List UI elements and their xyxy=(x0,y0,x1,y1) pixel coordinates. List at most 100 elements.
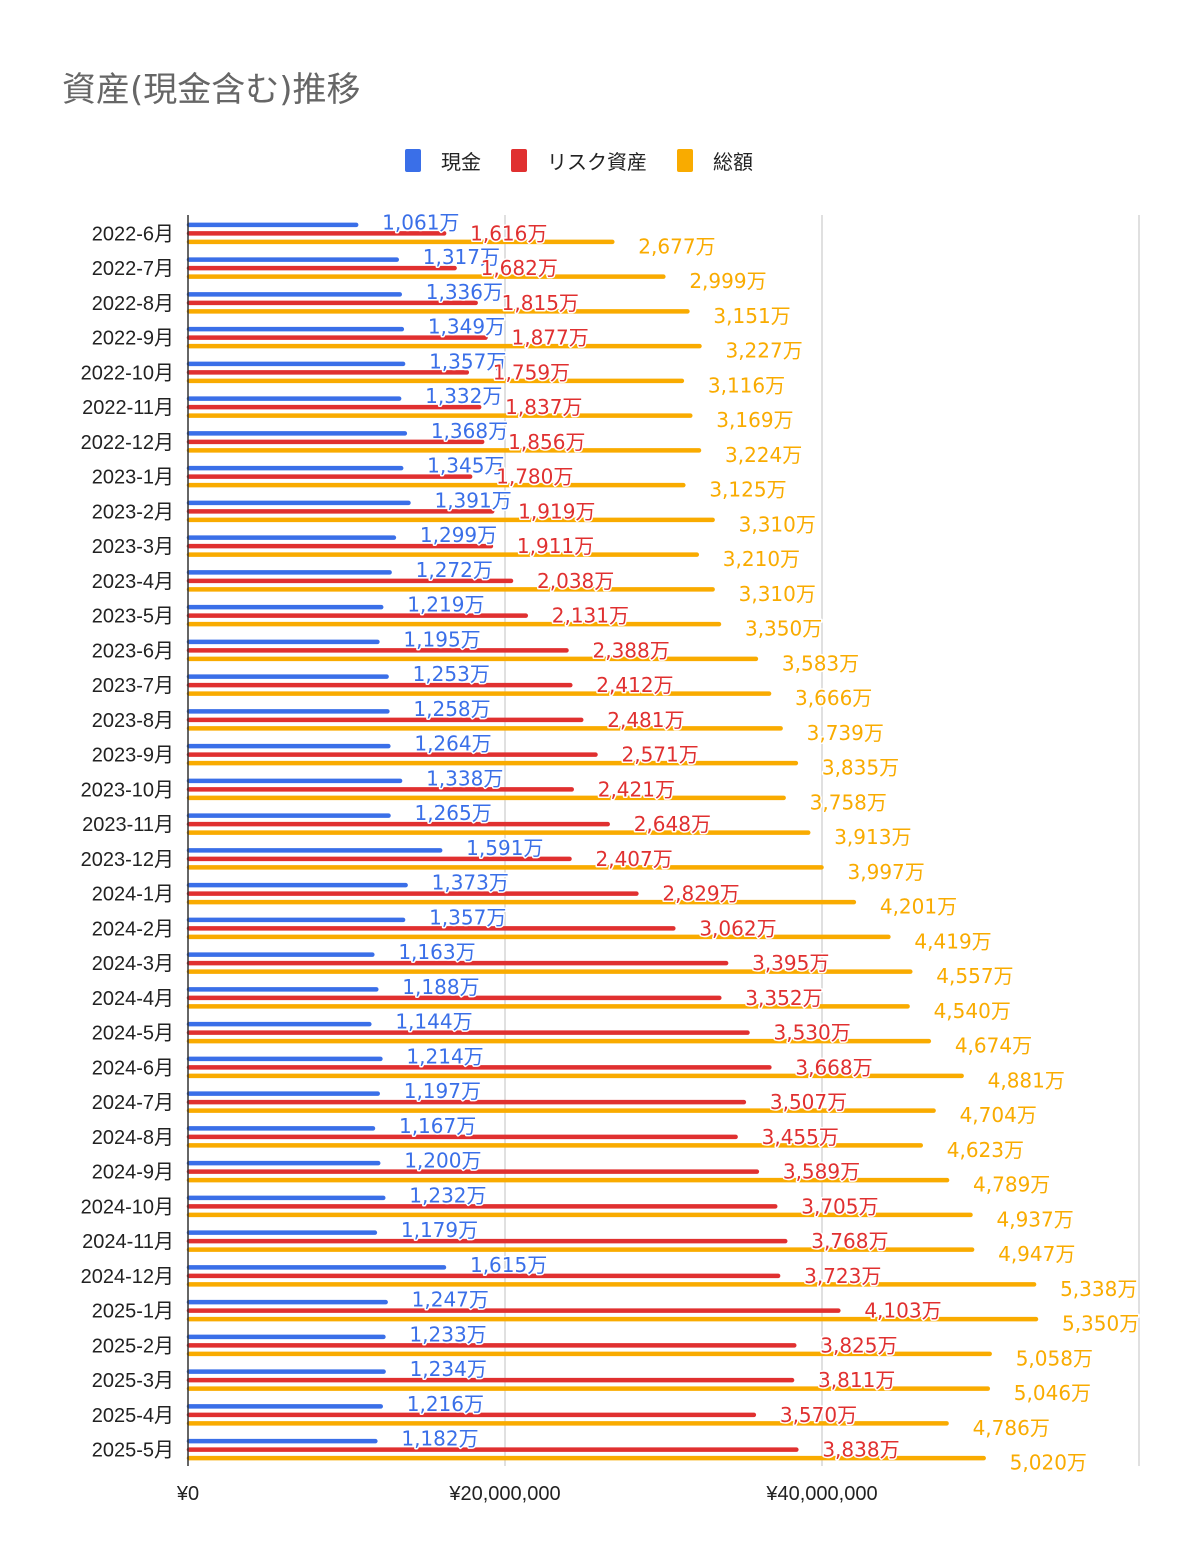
data-label-cash: 1,253万 xyxy=(413,662,490,686)
data-label-total: 2,677万 xyxy=(638,234,715,258)
data-label-risk-assets: 1,815万 xyxy=(502,291,579,315)
y-tick-label: 2024-9月 xyxy=(92,1162,174,1184)
data-label-cash: 1,234万 xyxy=(410,1357,487,1381)
data-label-cash: 1,615万 xyxy=(470,1253,547,1277)
data-label-risk-assets: 3,395万 xyxy=(752,951,829,975)
data-label-total: 3,116万 xyxy=(708,373,785,397)
y-tick-label: 2023-10月 xyxy=(81,779,174,801)
legend-swatch-risk-assets xyxy=(511,149,527,172)
data-label-total: 4,881万 xyxy=(988,1068,1065,1092)
data-label-total: 4,201万 xyxy=(880,895,957,919)
legend-label-risk-assets: リスク資産 xyxy=(547,150,647,174)
data-label-cash: 1,200万 xyxy=(404,1149,481,1173)
data-label-total: 3,210万 xyxy=(723,547,800,571)
data-label-risk-assets: 3,589万 xyxy=(783,1160,860,1184)
y-tick-label: 2024-2月 xyxy=(92,918,174,940)
data-label-risk-assets: 2,131万 xyxy=(552,604,629,628)
y-tick-label: 2024-3月 xyxy=(92,953,174,975)
data-label-total: 4,623万 xyxy=(947,1138,1024,1162)
y-tick-label: 2022-8月 xyxy=(92,293,174,315)
data-label-total: 5,338万 xyxy=(1060,1277,1137,1301)
data-label-cash: 1,144万 xyxy=(395,1010,472,1034)
y-tick-label: 2023-2月 xyxy=(92,501,174,523)
x-tick-label-0: ¥0 xyxy=(176,1483,199,1505)
data-label-cash: 1,338万 xyxy=(426,766,503,790)
y-tick-label: 2022-7月 xyxy=(92,258,174,280)
data-label-cash: 1,332万 xyxy=(425,384,502,408)
data-label-risk-assets: 3,530万 xyxy=(774,1021,851,1045)
legend-label-total: 総額 xyxy=(713,150,753,174)
data-label-risk-assets: 4,103万 xyxy=(864,1299,941,1323)
legend-item-risk-assets[interactable]: リスク資産 xyxy=(511,146,647,175)
data-label-cash: 1,591万 xyxy=(466,836,543,860)
y-tick-label: 2023-8月 xyxy=(92,710,174,732)
legend: 現金 リスク資産 総額 xyxy=(405,146,783,175)
data-label-risk-assets: 2,421万 xyxy=(598,777,675,801)
y-tick-label: 2023-1月 xyxy=(92,467,174,489)
data-label-risk-assets: 3,352万 xyxy=(745,986,822,1010)
data-label-total: 5,350万 xyxy=(1062,1312,1139,1336)
chart-title: 資産(現金含む)推移 xyxy=(62,70,361,110)
data-label-cash: 1,391万 xyxy=(434,488,511,512)
data-label-risk-assets: 2,407万 xyxy=(596,847,673,871)
legend-swatch-cash xyxy=(405,149,421,172)
data-label-cash: 1,336万 xyxy=(426,280,503,304)
data-label-risk-assets: 1,877万 xyxy=(512,326,589,350)
data-label-risk-assets: 2,481万 xyxy=(607,708,684,732)
data-label-total: 4,419万 xyxy=(914,929,991,953)
data-label-risk-assets: 3,570万 xyxy=(780,1403,857,1427)
y-tick-label: 2023-4月 xyxy=(92,571,174,593)
data-label-risk-assets: 3,723万 xyxy=(804,1264,881,1288)
data-label-cash: 1,233万 xyxy=(409,1322,486,1346)
y-axis-tick-labels: 2022-6月 2022-7月 2022-8月 2022-9月 2022-10月 2022… xyxy=(81,223,174,1461)
y-tick-label: 2022-10月 xyxy=(81,362,174,384)
x-tick-label-1: ¥20,000,000 xyxy=(448,1483,560,1505)
data-label-cash: 1,232万 xyxy=(409,1183,486,1207)
data-label-total: 3,125万 xyxy=(709,478,786,502)
legend-item-cash[interactable]: 現金 xyxy=(405,146,481,175)
data-label-total: 3,169万 xyxy=(716,408,793,432)
data-label-cash: 1,163万 xyxy=(398,940,475,964)
data-label-total: 3,227万 xyxy=(725,339,802,363)
data-label-risk-assets: 3,768万 xyxy=(811,1229,888,1253)
data-label-total: 4,786万 xyxy=(973,1416,1050,1440)
data-label-total: 3,739万 xyxy=(807,721,884,745)
data-label-cash: 1,373万 xyxy=(432,871,509,895)
y-tick-label: 2024-10月 xyxy=(81,1196,174,1218)
data-label-total: 3,997万 xyxy=(848,860,925,884)
data-label-cash: 1,219万 xyxy=(407,593,484,617)
y-tick-label: 2024-7月 xyxy=(92,1092,174,1114)
data-label-total: 4,947万 xyxy=(998,1242,1075,1266)
y-tick-label: 2025-5月 xyxy=(92,1440,174,1462)
data-label-total: 3,350万 xyxy=(745,617,822,641)
y-tick-label: 2022-11月 xyxy=(82,397,174,419)
legend-item-total[interactable]: 総額 xyxy=(677,146,753,175)
data-label-cash: 1,345万 xyxy=(427,454,504,478)
data-label-cash: 1,258万 xyxy=(413,697,490,721)
y-tick-label: 2022-12月 xyxy=(81,432,174,454)
data-label-cash: 1,179万 xyxy=(401,1218,478,1242)
data-label-risk-assets: 3,811万 xyxy=(818,1368,895,1392)
y-tick-label: 2024-5月 xyxy=(92,1023,174,1045)
x-tick-label-2: ¥40,000,000 xyxy=(765,1483,877,1505)
data-label-total: 4,937万 xyxy=(997,1207,1074,1231)
y-tick-label: 2023-11月 xyxy=(82,814,174,836)
data-label-risk-assets: 3,705万 xyxy=(801,1194,878,1218)
data-label-cash: 1,195万 xyxy=(403,627,480,651)
y-tick-label: 2022-6月 xyxy=(92,223,174,245)
data-label-total: 3,758万 xyxy=(810,790,887,814)
data-label-cash: 1,247万 xyxy=(412,1288,489,1312)
data-label-total: 3,666万 xyxy=(795,686,872,710)
y-tick-label: 2023-7月 xyxy=(92,675,174,697)
data-label-cash: 1,299万 xyxy=(420,523,497,547)
data-label-risk-assets: 2,829万 xyxy=(662,882,739,906)
data-label-risk-assets: 2,038万 xyxy=(537,569,614,593)
data-label-risk-assets: 2,388万 xyxy=(592,638,669,662)
data-label-risk-assets: 1,616万 xyxy=(470,221,547,245)
data-label-risk-assets: 1,780万 xyxy=(496,465,573,489)
x-axis-tick-labels: ¥0 ¥20,000,000 ¥40,000,000 xyxy=(176,1483,878,1505)
data-label-cash: 1,317万 xyxy=(423,245,500,269)
data-label-risk-assets: 3,668万 xyxy=(795,1055,872,1079)
y-tick-label: 2024-1月 xyxy=(92,884,174,906)
